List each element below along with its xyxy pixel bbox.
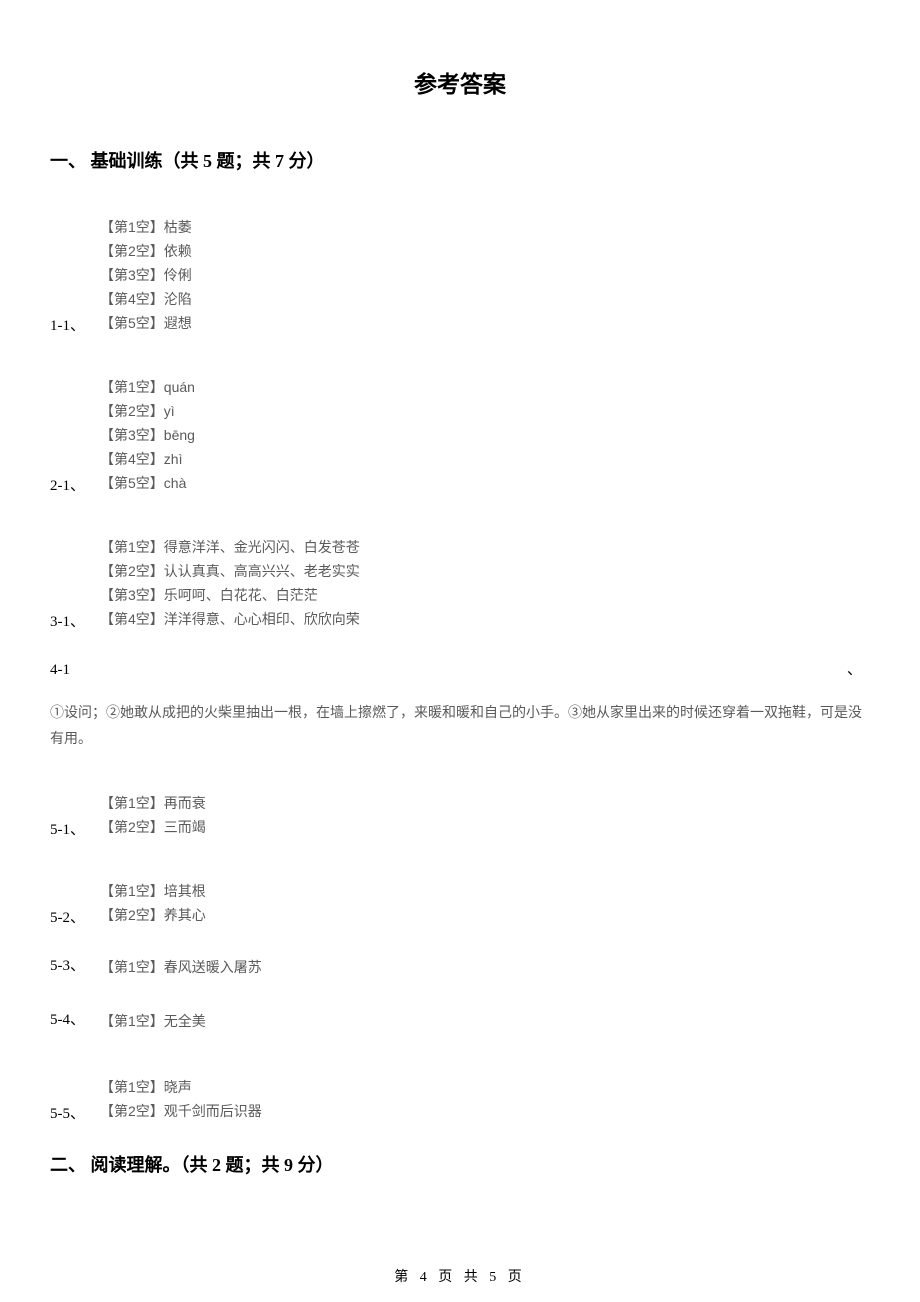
page-footer: 第 4 页 共 5 页 — [0, 1266, 920, 1286]
answer-block-5-4: 5-4、 【第1空】无全美 — [50, 1009, 870, 1029]
section-2-heading: 二、 阅读理解。（共 2 题；共 9 分） — [50, 1151, 870, 1177]
question-number: 2-1、 — [50, 474, 85, 495]
answer-block-5-2: 【第1空】培其根 【第2空】养其心 5-2、 — [50, 867, 870, 927]
answer-line: 【第4空】沦陷 — [100, 287, 870, 311]
answer-line: 【第1空】培其根 — [100, 879, 870, 903]
answer-block-1-1: 【第1空】枯萎 【第2空】依赖 【第3空】伶俐 【第4空】沦陷 【第5空】遐想 … — [50, 203, 870, 335]
answer-lines: 【第1空】quán 【第2空】yì 【第3空】bēng 【第4空】zhì 【第5… — [50, 375, 870, 495]
answer-lines: 【第1空】晓声 【第2空】观千剑而后识器 — [50, 1075, 870, 1123]
question-number: 5-5、 — [50, 1102, 85, 1123]
question-number: 4-1 — [50, 662, 70, 679]
answer-line: 【第1空】春风送暖入屠苏 — [100, 955, 870, 979]
answer-line: 【第2空】依赖 — [100, 239, 870, 263]
question-number: 5-3、 — [50, 954, 85, 975]
answer-block-5-1: 【第1空】再而衰 【第2空】三而竭 5-1、 — [50, 779, 870, 839]
section-1-heading: 一、 基础训练（共 5 题；共 7 分） — [50, 147, 870, 173]
answer-line: 【第4空】洋洋得意、心心相印、欣欣向荣 — [100, 607, 870, 631]
answer-block-5-3: 5-3、 【第1空】春风送暖入屠苏 — [50, 955, 870, 975]
answer-line: 【第3空】乐呵呵、白花花、白茫茫 — [100, 583, 870, 607]
page-title: 参考答案 — [50, 65, 870, 99]
answer-block-4-1-header: 4-1 、 — [50, 659, 870, 679]
answer-lines: 【第1空】春风送暖入屠苏 — [50, 955, 870, 979]
answer-line: 【第1空】得意洋洋、金光闪闪、白发苍苍 — [100, 535, 870, 559]
question-number: 5-4、 — [50, 1008, 85, 1029]
answer-line: 【第1空】枯萎 — [100, 215, 870, 239]
answer-block-2-1: 【第1空】quán 【第2空】yì 【第3空】bēng 【第4空】zhì 【第5… — [50, 363, 870, 495]
answer-line: 【第3空】bēng — [100, 423, 870, 447]
question-number: 5-1、 — [50, 818, 85, 839]
answer-line: 【第1空】quán — [100, 375, 870, 399]
question-number: 1-1、 — [50, 314, 85, 335]
answer-lines: 【第1空】无全美 — [50, 1009, 870, 1033]
answer-lines: 【第1空】培其根 【第2空】养其心 — [50, 879, 870, 927]
answer-line: 【第1空】晓声 — [100, 1075, 870, 1099]
answer-lines: 【第1空】得意洋洋、金光闪闪、白发苍苍 【第2空】认认真真、高高兴兴、老老实实 … — [50, 535, 870, 631]
answer-block-3-1: 【第1空】得意洋洋、金光闪闪、白发苍苍 【第2空】认认真真、高高兴兴、老老实实 … — [50, 523, 870, 631]
page-container: 参考答案 一、 基础训练（共 5 题；共 7 分） 【第1空】枯萎 【第2空】依… — [0, 0, 920, 1177]
question-number: 5-2、 — [50, 906, 85, 927]
answer-line: 【第2空】养其心 — [100, 903, 870, 927]
answer-line: 【第3空】伶俐 — [100, 263, 870, 287]
question-number: 3-1、 — [50, 610, 85, 631]
answer-line: 【第2空】观千剑而后识器 — [100, 1099, 870, 1123]
question-number-trail: 、 — [847, 658, 862, 679]
answer-line: 【第2空】认认真真、高高兴兴、老老实实 — [100, 559, 870, 583]
answer-line: 【第5空】chà — [100, 471, 870, 495]
answer-line: 【第4空】zhì — [100, 447, 870, 471]
answer-lines: 【第1空】再而衰 【第2空】三而竭 — [50, 791, 870, 839]
answer-line: 【第1空】再而衰 — [100, 791, 870, 815]
answer-paragraph-4-1: ①设问；②她敢从成把的火柴里抽出一根，在墙上擦燃了，来暖和暖和自己的小手。③她从… — [50, 699, 870, 751]
answer-lines: 【第1空】枯萎 【第2空】依赖 【第3空】伶俐 【第4空】沦陷 【第5空】遐想 — [50, 215, 870, 335]
answer-line: 【第2空】yì — [100, 399, 870, 423]
answer-block-5-5: 【第1空】晓声 【第2空】观千剑而后识器 5-5、 — [50, 1063, 870, 1123]
answer-line: 【第1空】无全美 — [100, 1009, 870, 1033]
answer-line: 【第5空】遐想 — [100, 311, 870, 335]
answer-line: 【第2空】三而竭 — [100, 815, 870, 839]
